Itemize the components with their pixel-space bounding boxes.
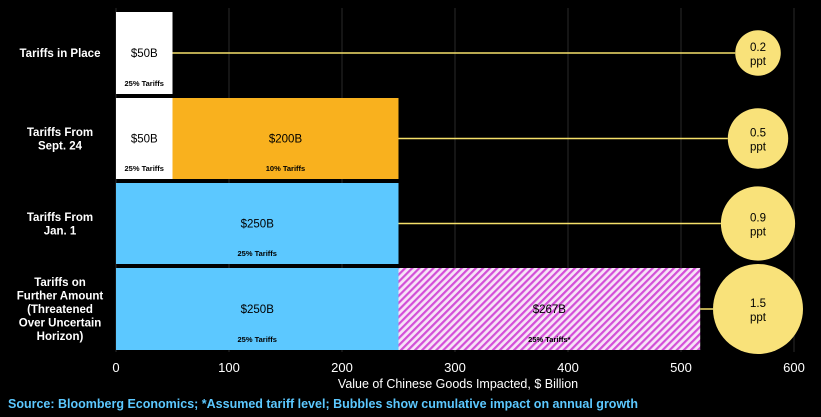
x-tick-label: 300	[444, 360, 466, 375]
bar-sub-label: 25% Tariffs	[125, 79, 164, 88]
bar-segment	[172, 98, 399, 179]
category-label: Jan. 1	[44, 225, 77, 237]
category-label: Over Uncertain	[19, 318, 101, 330]
impact-bubble	[727, 108, 789, 169]
category-label: Tariffs on	[34, 277, 86, 289]
bar-segment	[116, 98, 173, 179]
bar-value-label: $250B	[241, 219, 275, 231]
bubble-value-label: 1.5	[750, 298, 766, 310]
impact-bubble	[735, 30, 781, 76]
bubble-unit-label: ppt	[750, 142, 767, 154]
bubble-value-label: 0.5	[750, 128, 766, 140]
category-label: (Threatened	[27, 304, 93, 316]
source-note: Source: Bloomberg Economics; *Assumed ta…	[8, 397, 638, 411]
bar-value-label: $250B	[241, 304, 275, 316]
bar-sub-label: 25% Tariffs*	[528, 335, 570, 344]
bar-value-label: $50B	[131, 134, 158, 146]
bubble-layer: 0.2 ppt 0.5 ppt 0.9 ppt 1.5 ppt	[713, 30, 803, 354]
bubble-value-label: 0.2	[750, 42, 766, 54]
category-label: Tariffs From	[27, 212, 93, 224]
bar-sub-label: 25% Tariffs	[238, 335, 277, 344]
bar-segment	[116, 183, 399, 264]
category-label: Tariffs in Place	[20, 48, 101, 60]
category-label: Horizon)	[37, 331, 84, 343]
bar-sub-label: 10% Tariffs	[266, 164, 305, 173]
bar-segment	[398, 268, 701, 350]
bar-segment	[116, 268, 399, 350]
x-tick-label: 600	[783, 360, 805, 375]
connector-layer	[172, 52, 736, 310]
bar-sub-label: 25% Tariffs	[125, 164, 164, 173]
bubble-unit-label: ppt	[750, 56, 767, 68]
bubble-value-label: 0.9	[750, 213, 766, 225]
bar-value-label: $267B	[533, 304, 567, 316]
x-tick-label: 0	[112, 360, 119, 375]
bar-value-label: $50B	[131, 48, 158, 60]
x-tick-label: 100	[218, 360, 240, 375]
x-tick-label: 500	[670, 360, 692, 375]
impact-bubble	[713, 264, 803, 354]
category-label: Further Amount	[17, 291, 104, 303]
impact-bubble	[720, 186, 796, 261]
x-tick-label: 200	[331, 360, 353, 375]
x-tick-label: 400	[557, 360, 579, 375]
bar-layer	[116, 12, 701, 350]
bubble-unit-label: ppt	[750, 312, 767, 324]
category-label: Sept. 24	[38, 140, 83, 152]
x-axis-title: Value of Chinese Goods Impacted, $ Billi…	[338, 377, 578, 391]
bar-segment	[116, 12, 173, 94]
bar-sub-label: 25% Tariffs	[238, 249, 277, 258]
category-label: Tariffs From	[27, 127, 93, 139]
label-layer: $50B 25% Tariffs Tariffs in Place $50B 25% T…	[17, 48, 571, 344]
bar-value-label: $200B	[269, 134, 303, 146]
axis-layer: Value of Chinese Goods Impacted, $ Billi…	[112, 360, 804, 391]
bubble-unit-label: ppt	[750, 227, 767, 239]
grid-layer	[115, 8, 795, 352]
